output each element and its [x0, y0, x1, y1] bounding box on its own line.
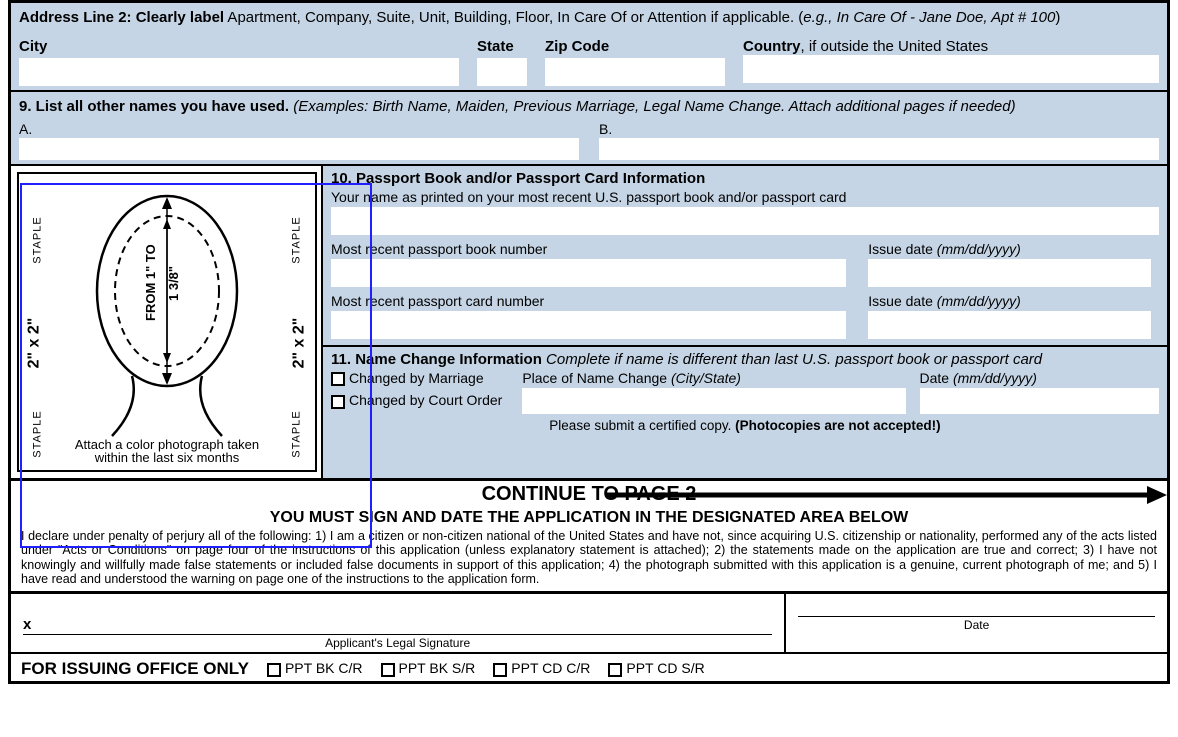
court-checkbox[interactable]	[331, 395, 345, 409]
sec10-header: 10. Passport Book and/or Passport Card I…	[323, 166, 1167, 189]
office-title: FOR ISSUING OFFICE ONLY	[21, 659, 249, 679]
size-right: 2" x 2"	[291, 318, 309, 369]
state-label: State	[477, 38, 527, 58]
changed-marriage-row: Changed by Marriage	[331, 370, 502, 386]
staple-tl: STAPLE	[32, 216, 44, 263]
card-number-label: Most recent passport card number	[331, 293, 854, 311]
declaration-text: I declare under penalty of perjury all o…	[11, 528, 1167, 594]
opt-1: PPT BK S/R	[381, 660, 476, 676]
opt-0: PPT BK C/R	[267, 660, 363, 676]
sec11-header: 11. Name Change Information Complete if …	[331, 351, 1159, 368]
city-state-zip-row: City State Zip Code Country, if outside …	[11, 38, 1167, 90]
zip-input[interactable]	[545, 58, 725, 86]
book-number-input[interactable]	[331, 259, 846, 287]
sign-header: YOU MUST SIGN AND DATE THE APPLICATION I…	[11, 508, 1167, 528]
place-input[interactable]	[522, 388, 905, 414]
name-b-label: B.	[599, 121, 1159, 138]
card-issue-label: Issue date (mm/dd/yyyy)	[868, 293, 1159, 311]
name-a-input[interactable]	[19, 138, 579, 160]
state-input[interactable]	[477, 58, 527, 86]
ppt-bk-cr-checkbox[interactable]	[267, 663, 281, 677]
zip-label: Zip Code	[545, 38, 725, 58]
address-line-2-text: Address Line 2: Clearly label Apartment,…	[19, 9, 1159, 38]
staple-tr: STAPLE	[290, 216, 302, 263]
book-issue-input[interactable]	[868, 259, 1151, 287]
svg-text:FROM 1" TO: FROM 1" TO	[143, 244, 158, 321]
date-label: Date	[798, 618, 1155, 632]
name-change-section: 11. Name Change Information Complete if …	[323, 345, 1167, 439]
ppt-cd-sr-checkbox[interactable]	[608, 663, 622, 677]
name-a-label: A.	[19, 121, 579, 138]
size-left: 2" x 2"	[25, 318, 43, 369]
photo-passport-row: STAPLE STAPLE STAPLE STAPLE 2" x 2" 2" x…	[11, 164, 1167, 478]
changed-court-row: Changed by Court Order	[331, 392, 502, 408]
opt-3: PPT CD S/R	[608, 660, 704, 676]
addr2-label: Address Line 2:	[19, 9, 132, 26]
head-outline-icon: FROM 1" TO 1 3/8"	[72, 181, 262, 443]
passport-name-input[interactable]	[331, 207, 1159, 235]
photo-caption: Attach a color photograph taken within t…	[19, 438, 315, 465]
other-names-section: 9. List all other names you have used. (…	[11, 90, 1167, 164]
name-b-input[interactable]	[599, 138, 1159, 160]
country-input[interactable]	[743, 55, 1159, 83]
addr2-close: )	[1055, 9, 1060, 26]
addr2-text: Apartment, Company, Suite, Unit, Buildin…	[224, 9, 803, 26]
form-container: Address Line 2: Clearly label Apartment,…	[8, 0, 1170, 684]
namechange-date-input[interactable]	[920, 388, 1160, 414]
addr2-label2: Clearly label	[136, 9, 224, 26]
card-issue-input[interactable]	[868, 311, 1151, 339]
signature-line[interactable]: x	[23, 616, 772, 635]
signature-label: Applicant's Legal Signature	[23, 636, 772, 650]
sec10-sub: Your name as printed on your most recent…	[323, 189, 1167, 207]
book-number-label: Most recent passport book number	[331, 241, 854, 259]
names-header: 9. List all other names you have used. (…	[19, 98, 1159, 121]
signature-row: x Applicant's Legal Signature Date	[11, 594, 1167, 654]
continue-bar: CONTINUE TO PAGE 2	[11, 478, 1167, 508]
svg-text:1 3/8": 1 3/8"	[166, 266, 181, 301]
address-line-2-section: Address Line 2: Clearly label Apartment,…	[11, 3, 1167, 38]
card-number-input[interactable]	[331, 311, 846, 339]
issuing-office-row: FOR ISSUING OFFICE ONLY PPT BK C/R PPT B…	[11, 654, 1167, 681]
namechange-date-label: Date (mm/dd/yyyy)	[920, 370, 1160, 388]
place-label: Place of Name Change (City/State)	[522, 370, 905, 388]
city-label: City	[19, 38, 459, 58]
passport-info-column: 10. Passport Book and/or Passport Card I…	[323, 166, 1167, 478]
photo-column: STAPLE STAPLE STAPLE STAPLE 2" x 2" 2" x…	[11, 166, 323, 478]
date-line[interactable]	[798, 616, 1155, 617]
opt-2: PPT CD C/R	[493, 660, 590, 676]
cert-note: Please submit a certified copy. (Photoco…	[331, 414, 1159, 435]
ppt-bk-sr-checkbox[interactable]	[381, 663, 395, 677]
ppt-cd-cr-checkbox[interactable]	[493, 663, 507, 677]
book-issue-label: Issue date (mm/dd/yyyy)	[868, 241, 1159, 259]
city-input[interactable]	[19, 58, 459, 86]
marriage-checkbox[interactable]	[331, 372, 345, 386]
addr2-example: e.g., In Care Of - Jane Doe, Apt # 100	[803, 9, 1055, 26]
arrow-right-icon	[607, 481, 1167, 508]
photo-box: STAPLE STAPLE STAPLE STAPLE 2" x 2" 2" x…	[17, 172, 317, 472]
country-label: Country, if outside the United States	[743, 38, 1159, 55]
